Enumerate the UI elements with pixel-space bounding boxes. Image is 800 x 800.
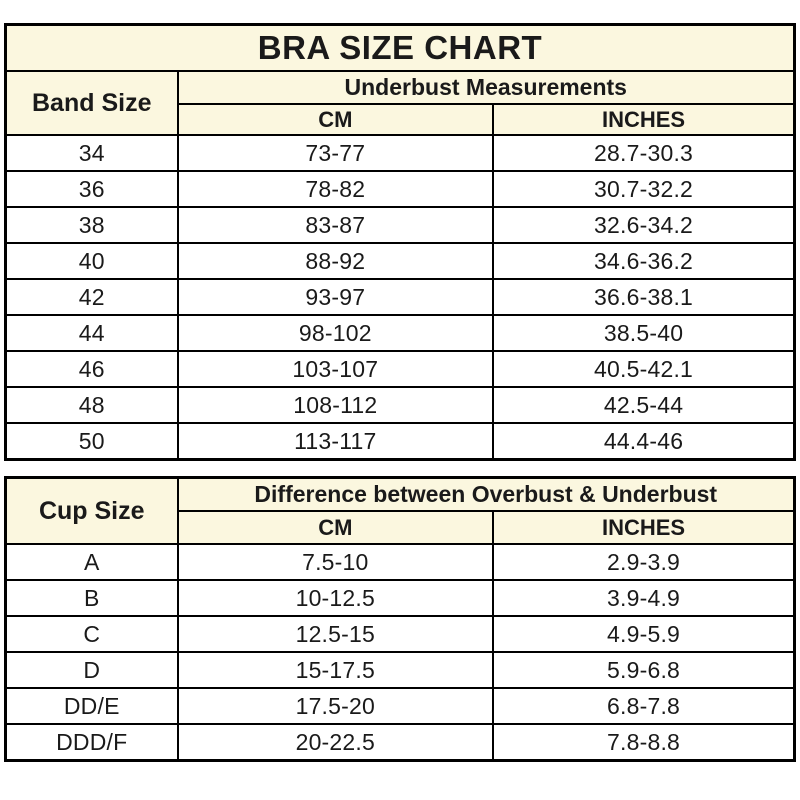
row-label-cell: 50 — [4, 422, 179, 461]
value-cell: 44.4-46 — [492, 422, 796, 461]
value-cell: 28.7-30.3 — [492, 134, 796, 172]
row-label-cell: DDD/F — [4, 723, 179, 762]
row-label-cell: 36 — [4, 170, 179, 208]
underbust-measurements-header: Underbust Measurements — [176, 70, 796, 105]
row-label-cell: 46 — [4, 350, 179, 388]
table-row: B 10-12.5 3.9-4.9 — [4, 579, 796, 617]
value-cell: 103-107 — [176, 350, 495, 388]
row-label-cell: DD/E — [4, 687, 179, 725]
value-cell: 34.6-36.2 — [492, 242, 796, 280]
value-cell: 108-112 — [176, 386, 495, 424]
value-cell: 30.7-32.2 — [492, 170, 796, 208]
table-row: DDD/F 20-22.5 7.8-8.8 — [4, 723, 796, 762]
row-label-cell: 34 — [4, 134, 179, 172]
row-label-cell: C — [4, 615, 179, 653]
value-cell: 4.9-5.9 — [492, 615, 796, 653]
cup-size-column-header: Cup Size — [4, 476, 179, 545]
value-cell: 113-117 — [176, 422, 495, 461]
value-cell: 2.9-3.9 — [492, 543, 796, 581]
group-header-row: Cup Size Difference between Overbust & U… — [4, 476, 796, 545]
table-row: D 15-17.5 5.9-6.8 — [4, 651, 796, 689]
unit-header-row: CM INCHES — [6, 510, 796, 545]
table-row: 44 98-102 38.5-40 — [4, 314, 796, 352]
band-size-table-header: BRA SIZE CHART Band Size Underbust Measu… — [4, 23, 796, 136]
unit-header-row: CM INCHES — [6, 103, 796, 136]
table-row: 38 83-87 32.6-34.2 — [4, 206, 796, 244]
value-cell: 15-17.5 — [176, 651, 495, 689]
value-cell: 36.6-38.1 — [492, 278, 796, 316]
row-label-cell: 44 — [4, 314, 179, 352]
value-cell: 32.6-34.2 — [492, 206, 796, 244]
row-label-cell: D — [4, 651, 179, 689]
value-cell: 6.8-7.8 — [492, 687, 796, 725]
value-cell: 5.9-6.8 — [492, 651, 796, 689]
value-cell: 88-92 — [176, 242, 495, 280]
cup-size-table: Cup Size Difference between Overbust & U… — [4, 476, 796, 762]
cm-column-header: CM — [176, 510, 495, 545]
chart-title: BRA SIZE CHART — [4, 23, 796, 72]
row-label-cell: 48 — [4, 386, 179, 424]
table-row: DD/E 17.5-20 6.8-7.8 — [4, 687, 796, 725]
row-label-cell: B — [4, 579, 179, 617]
table-row: C 12.5-15 4.9-5.9 — [4, 615, 796, 653]
group-header-row: Band Size Underbust Measurements — [4, 70, 796, 136]
band-size-table-body: 34 73-77 28.7-30.3 36 78-82 30.7-32.2 38 83-87 3… — [4, 134, 796, 461]
value-cell: 17.5-20 — [176, 687, 495, 725]
value-cell: 78-82 — [176, 170, 495, 208]
table-row: 34 73-77 28.7-30.3 — [4, 134, 796, 172]
table-row: 40 88-92 34.6-36.2 — [4, 242, 796, 280]
table-row: A 7.5-10 2.9-3.9 — [4, 543, 796, 581]
value-cell: 42.5-44 — [492, 386, 796, 424]
band-size-table: BRA SIZE CHART Band Size Underbust Measu… — [4, 23, 796, 461]
value-cell: 10-12.5 — [176, 579, 495, 617]
value-cell: 20-22.5 — [176, 723, 495, 762]
value-cell: 40.5-42.1 — [492, 350, 796, 388]
value-cell: 73-77 — [176, 134, 495, 172]
row-label-cell: 42 — [4, 278, 179, 316]
table-row: 42 93-97 36.6-38.1 — [4, 278, 796, 316]
cup-size-table-body: A 7.5-10 2.9-3.9 B 10-12.5 3.9-4.9 C 12.5-15 4.9… — [4, 543, 796, 762]
value-cell: 93-97 — [176, 278, 495, 316]
value-cell: 7.5-10 — [176, 543, 495, 581]
cm-column-header: CM — [176, 103, 495, 136]
value-cell: 7.8-8.8 — [492, 723, 796, 762]
title-row: BRA SIZE CHART — [4, 23, 796, 72]
value-cell: 83-87 — [176, 206, 495, 244]
row-label-cell: A — [4, 543, 179, 581]
cup-size-table-header: Cup Size Difference between Overbust & U… — [4, 476, 796, 545]
table-row: 48 108-112 42.5-44 — [4, 386, 796, 424]
difference-overbust-underbust-header: Difference between Overbust & Underbust — [176, 476, 796, 512]
table-row: 46 103-107 40.5-42.1 — [4, 350, 796, 388]
table-row: 36 78-82 30.7-32.2 — [4, 170, 796, 208]
value-cell: 12.5-15 — [176, 615, 495, 653]
band-size-column-header: Band Size — [4, 70, 179, 136]
inches-column-header: INCHES — [492, 103, 796, 136]
value-cell: 38.5-40 — [492, 314, 796, 352]
row-label-cell: 40 — [4, 242, 179, 280]
row-label-cell: 38 — [4, 206, 179, 244]
table-row: 50 113-117 44.4-46 — [4, 422, 796, 461]
value-cell: 3.9-4.9 — [492, 579, 796, 617]
value-cell: 98-102 — [176, 314, 495, 352]
inches-column-header: INCHES — [492, 510, 796, 545]
